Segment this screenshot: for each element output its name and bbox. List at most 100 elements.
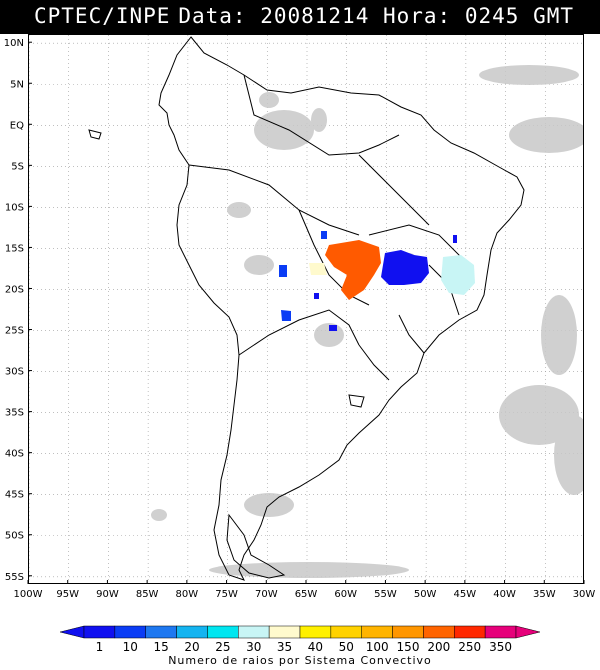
lat-tick-label: 10N xyxy=(4,38,24,49)
lon-tick-label: 30W xyxy=(573,589,596,600)
lon-tick-label: 100W xyxy=(14,589,43,600)
map-panel xyxy=(28,34,584,584)
legend-label: 25 xyxy=(215,640,230,654)
storm-cell-35 xyxy=(309,263,327,275)
lat-tick-label: 5N xyxy=(10,79,24,90)
lon-tick-label: 70W xyxy=(255,589,278,600)
storm-cell-10 xyxy=(281,310,291,321)
lon-tick-label: 55W xyxy=(374,589,397,600)
lon-tick-label: 75W xyxy=(215,589,238,600)
legend-swatch xyxy=(238,625,270,639)
lon-tick-label: 80W xyxy=(176,589,199,600)
cloud-area xyxy=(227,202,251,218)
legend-label: 40 xyxy=(308,640,323,654)
legend-swatch xyxy=(83,625,116,639)
island xyxy=(348,394,365,408)
legend-label: 15 xyxy=(154,640,169,654)
legend-label: 100 xyxy=(366,640,389,654)
legend-swatch xyxy=(361,625,393,639)
country-border xyxy=(188,164,360,236)
cloud-area xyxy=(311,108,327,132)
storm-cell-1 xyxy=(453,235,457,243)
lat-tick-label: 15S xyxy=(5,243,24,254)
lon-tick-label: 35W xyxy=(533,589,556,600)
legend-label: 20 xyxy=(184,640,199,654)
storm-cell-1 xyxy=(381,250,429,285)
source-label: CPTEC/INPE xyxy=(34,4,171,28)
legend-label: 350 xyxy=(489,640,512,654)
storm-cell-200 xyxy=(325,240,381,300)
storm-cell-30 xyxy=(441,255,475,295)
lat-tick-label: 20S xyxy=(5,284,24,295)
legend-label: 10 xyxy=(123,640,138,654)
storm-cell-1 xyxy=(329,325,337,331)
legend-swatch xyxy=(299,625,332,639)
lon-tick-label: 40W xyxy=(493,589,516,600)
lon-tick-label: 85W xyxy=(136,589,159,600)
lat-tick-label: 5S xyxy=(11,161,24,172)
lat-tick-label: 40S xyxy=(5,449,24,460)
legend-arrow-left xyxy=(59,625,85,639)
legend-swatch xyxy=(176,625,208,639)
cloud-area xyxy=(479,65,579,85)
legend-swatch xyxy=(145,625,177,639)
lon-tick-label: 90W xyxy=(96,589,119,600)
cloud-area xyxy=(554,415,583,495)
legend-swatch xyxy=(454,625,486,639)
cloud-area xyxy=(151,509,167,521)
lat-tick-label: 30S xyxy=(5,367,24,378)
cloud-area xyxy=(254,110,314,150)
storm-cell-10 xyxy=(279,265,287,277)
legend-swatch xyxy=(207,625,239,639)
map-canvas xyxy=(29,35,583,583)
legend-title: Numero de raios por Sistema Convectivo xyxy=(168,654,432,667)
lat-tick-label: 35S xyxy=(5,408,24,419)
lat-tick-label: 50S xyxy=(5,531,24,542)
country-border xyxy=(298,209,370,306)
island xyxy=(226,513,286,579)
lat-tick-label: 10S xyxy=(5,202,24,213)
continent-coastline xyxy=(158,36,525,581)
lon-tick-label: 50W xyxy=(414,589,437,600)
legend-swatch xyxy=(268,625,301,639)
storm-cell-1 xyxy=(314,293,319,299)
legend-label: 50 xyxy=(339,640,354,654)
country-border xyxy=(243,74,400,156)
lon-tick-label: 95W xyxy=(56,589,79,600)
cloud-area xyxy=(259,92,279,108)
legend-swatch xyxy=(392,625,424,639)
lat-tick-label: 25S xyxy=(5,326,24,337)
lon-tick-label: 45W xyxy=(454,589,477,600)
legend-label: 200 xyxy=(427,640,450,654)
cloud-area xyxy=(209,562,409,578)
title-bar: CPTEC/INPE Data: 20081214 Hora: 0245 GMT xyxy=(0,0,600,34)
state-border xyxy=(358,154,430,226)
lat-tick-label: 45S xyxy=(5,490,24,501)
country-border xyxy=(238,309,360,356)
legend-arrow-right xyxy=(515,625,541,639)
cloud-area xyxy=(509,117,583,153)
lon-tick-label: 65W xyxy=(295,589,318,600)
legend-label: 250 xyxy=(458,640,481,654)
datetime-label: Data: 20081214 Hora: 0245 GMT xyxy=(178,4,574,28)
convective-systems-layer xyxy=(279,231,475,331)
legend-swatch xyxy=(484,625,517,639)
cloud-area xyxy=(244,255,274,275)
legend-label: 1 xyxy=(96,640,104,654)
legend: 1 10 15 20 25 30 35 40 50 100 150 200 250 350 Numero d… xyxy=(59,625,541,667)
state-border xyxy=(398,314,425,354)
legend-label: 30 xyxy=(246,640,261,654)
graticule xyxy=(29,35,583,583)
island xyxy=(88,129,102,140)
legend-label: 35 xyxy=(277,640,292,654)
lon-tick-label: 60W xyxy=(334,589,357,600)
storm-cell-10 xyxy=(321,231,327,239)
legend-swatch xyxy=(114,625,146,639)
cloud-cover-layer xyxy=(151,65,583,578)
lat-tick-label: 55S xyxy=(5,572,24,583)
legend-swatch xyxy=(423,625,455,639)
country-border xyxy=(358,344,390,381)
legend-label: 150 xyxy=(397,640,420,654)
cloud-area xyxy=(541,295,577,375)
lat-tick-label: EQ xyxy=(10,120,24,131)
